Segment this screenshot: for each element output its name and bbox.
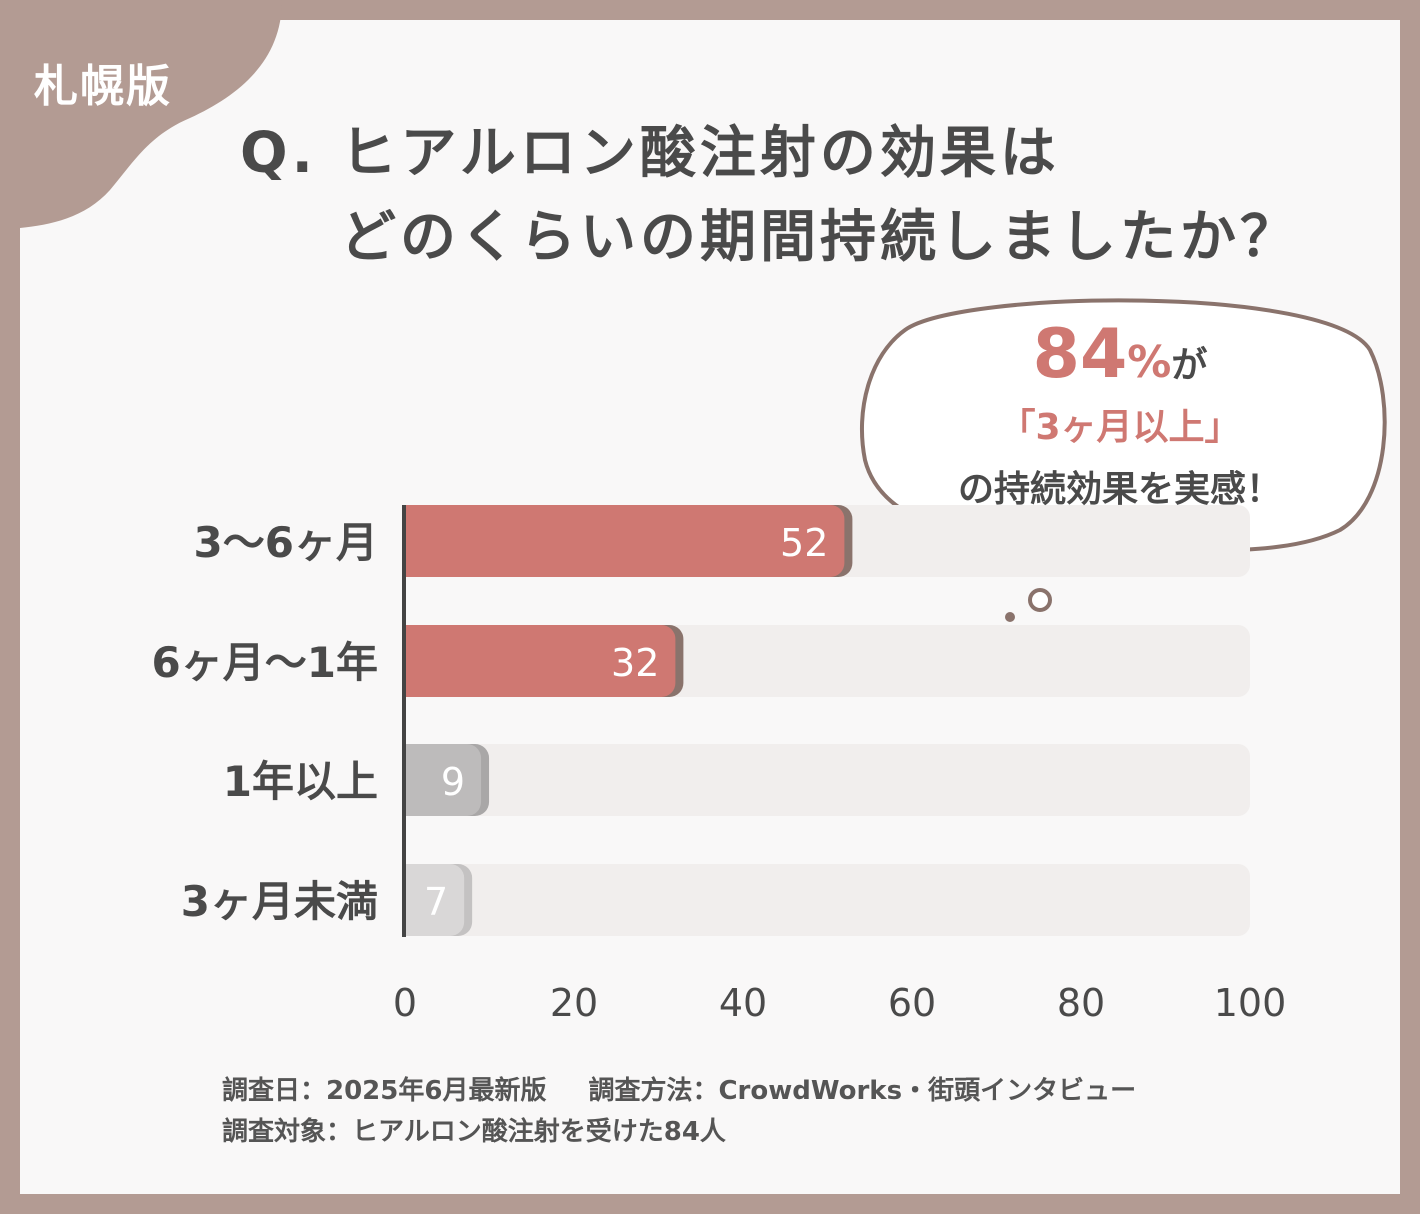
category-label: 3〜6ヶ月 [194, 518, 378, 567]
bar-value-label: 7 [424, 880, 448, 924]
callout-line-3: の持続効果を実感！ [957, 469, 1282, 510]
bar-base [405, 864, 425, 936]
bar [405, 505, 845, 577]
x-tick-label: 80 [1057, 981, 1105, 1025]
category-label: 6ヶ月〜1年 [152, 638, 378, 687]
bar-value-label: 52 [780, 521, 828, 565]
x-tick-label: 0 [393, 981, 417, 1025]
bar-base [405, 744, 425, 816]
category-label: 1年以上 [223, 757, 378, 806]
bar-value-label: 9 [441, 760, 465, 804]
bar-track [405, 744, 1250, 816]
title-line-1: Q. ヒアルロン酸注射の効果は [240, 121, 1060, 186]
card-panel [20, 20, 1400, 1194]
bar-base [405, 505, 425, 577]
title-line-2: どのくらいの期間持続しましたか？ [340, 205, 1300, 270]
x-tick-label: 100 [1214, 981, 1287, 1025]
x-tick-label: 60 [888, 981, 936, 1025]
callout-text: 84%が 「3ヶ月以上」 の持続効果を実感！ [880, 315, 1360, 512]
bar-value-label: 32 [611, 641, 659, 685]
bubble-dot [1028, 588, 1052, 612]
x-tick-label: 40 [719, 981, 767, 1025]
bar-base [405, 625, 425, 697]
callout-line-2: 「3ヶ月以上」 [999, 407, 1241, 448]
y-axis-line [402, 505, 406, 937]
bubble-dot [1005, 612, 1015, 622]
callout-percent: 84% [1032, 315, 1172, 394]
edition-corner-shape [0, 0, 282, 228]
survey-date: 調査日：2025年6月最新版 [222, 1076, 547, 1106]
category-label: 3ヶ月未満 [181, 877, 378, 926]
footer-line-1: 調査日：2025年6月最新版 調査方法：CrowdWorks・街頭インタビュー [222, 1070, 1136, 1107]
survey-method: 調査方法：CrowdWorks・街頭インタビュー [588, 1076, 1137, 1106]
bar [405, 625, 676, 697]
x-tick-label: 20 [550, 981, 598, 1025]
edition-label: 札幌版 [34, 61, 172, 112]
survey-target: 調査対象：ヒアルロン酸注射を受けた84人 [222, 1117, 726, 1147]
callout-particle: が [1171, 345, 1208, 386]
bar-track [405, 864, 1250, 936]
